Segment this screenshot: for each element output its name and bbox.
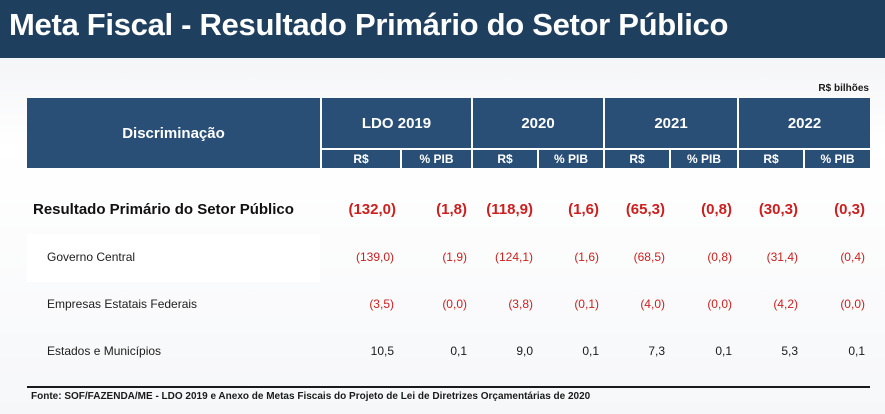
table-cell: 9,0 (516, 344, 533, 358)
header-group-1: 2020 (473, 98, 603, 148)
table-cell: (30,3) (758, 201, 798, 218)
row-label-governo-central: Governo Central (47, 250, 136, 264)
row-label-background (27, 234, 320, 282)
table-cell: (1,6) (574, 250, 599, 264)
table-cell: (3,8) (508, 297, 533, 311)
table-cell: (0,8) (701, 201, 732, 218)
table-cell: (0,0) (840, 297, 865, 311)
table-cell: (4,0) (640, 297, 665, 311)
table-cell: 0,1 (582, 344, 599, 358)
table-cell: 10,5 (370, 344, 394, 358)
table-cell: (139,0) (355, 250, 394, 264)
table-cell: (65,3) (625, 201, 665, 218)
row-label-resultado-primario: Resultado Primário do Setor Público (33, 201, 294, 218)
unit-note: R$ bilhões (818, 83, 869, 94)
table-cell: (68,5) (633, 250, 665, 264)
table-cell: 0,1 (715, 344, 732, 358)
table-cell: (1,9) (442, 250, 467, 264)
subheader-3: % PIB (539, 150, 603, 168)
table-cell: (4,2) (773, 297, 798, 311)
table-cell: 5,3 (781, 344, 798, 358)
row-label-estados-municipios: Estados e Municípios (47, 344, 162, 358)
subheader-7: % PIB (805, 150, 870, 168)
header-group-3: 2022 (739, 98, 870, 148)
subheader-4: R$ (605, 150, 669, 168)
table-cell: (31,4) (766, 250, 798, 264)
table-cell: (0,0) (442, 297, 467, 311)
table-cell: (132,0) (348, 201, 396, 218)
table-cell: 0,1 (848, 344, 865, 358)
table-cell: (3,5) (369, 297, 394, 311)
subheader-0: R$ (322, 150, 400, 168)
table-cell: (1,8) (436, 201, 467, 218)
header-group-0: LDO 2019 (322, 98, 471, 148)
row-label-empresas-estatais: Empresas Estatais Federais (47, 297, 198, 311)
page-title: Meta Fiscal - Resultado Primário do Seto… (9, 7, 729, 42)
table-cell: (0,3) (834, 201, 865, 218)
table-cell: (1,6) (568, 201, 599, 218)
source-note: Fonte: SOF/FAZENDA/ME - LDO 2019 e Anexo… (31, 391, 591, 402)
subheader-2: R$ (473, 150, 537, 168)
header-group-2: 2021 (605, 98, 737, 148)
table-bottom-rule (27, 386, 870, 388)
table-cell: (0,8) (707, 250, 732, 264)
table-cell: (0,1) (574, 297, 599, 311)
subheader-1: % PIB (402, 150, 471, 168)
title-bar: Meta Fiscal - Resultado Primário do Seto… (0, 0, 885, 58)
table-cell: 0,1 (450, 344, 467, 358)
table-cell: (118,9) (486, 201, 533, 218)
subheader-6: R$ (739, 150, 803, 168)
header-discriminacao: Discriminação (27, 98, 320, 168)
table-cell: (124,1) (494, 250, 533, 264)
subheader-5: % PIB (671, 150, 737, 168)
table-cell: (0,4) (840, 250, 865, 264)
table-cell: 7,3 (648, 344, 665, 358)
table-cell: (0,0) (707, 297, 732, 311)
